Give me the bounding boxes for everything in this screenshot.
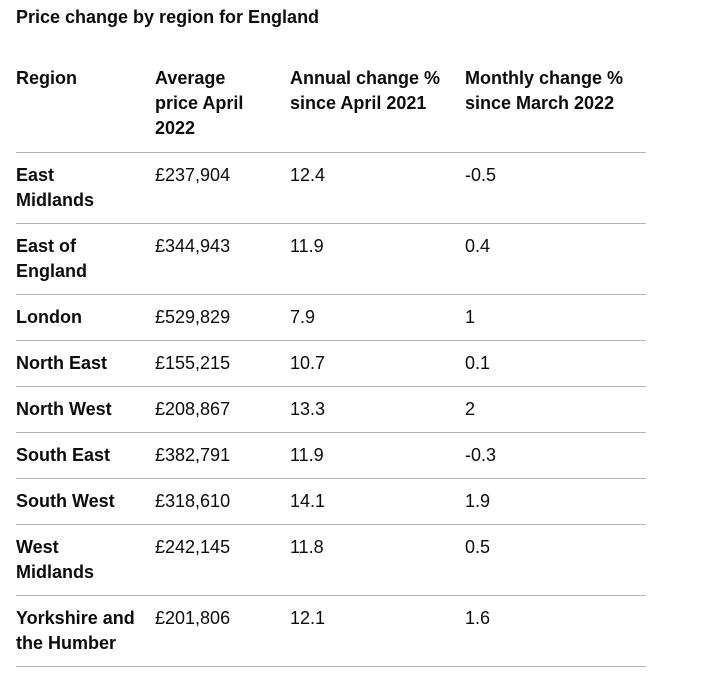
table-row: East of England £344,943 11.9 0.4 [16, 223, 646, 295]
annual-change-cell: 10.7 [290, 340, 465, 387]
annual-change-cell: 7.9 [290, 294, 465, 341]
monthly-change-cell: -0.5 [465, 152, 646, 224]
average-price-cell: £237,904 [155, 152, 290, 224]
monthly-change-cell: 0.4 [465, 223, 646, 295]
monthly-change-cell: 1.6 [465, 595, 646, 667]
average-price-cell: £201,806 [155, 595, 290, 667]
average-price-cell: £242,145 [155, 524, 290, 596]
region-cell: South West [16, 478, 155, 525]
annual-change-cell: 14.1 [290, 478, 465, 525]
monthly-change-cell: 1 [465, 294, 646, 341]
table-row: East Midlands £237,904 12.4 -0.5 [16, 152, 646, 224]
region-cell: East Midlands [16, 152, 155, 224]
header-average-price: Average price April 2022 [155, 66, 290, 153]
table-row: North East £155,215 10.7 0.1 [16, 340, 646, 387]
table-row: South East £382,791 11.9 -0.3 [16, 432, 646, 479]
table-caption: Price change by region for England [16, 7, 320, 27]
average-price-cell: £529,829 [155, 294, 290, 341]
region-cell: Yorkshire and the Humber [16, 595, 155, 667]
region-cell: East of England [16, 223, 155, 295]
annual-change-cell: 11.9 [290, 432, 465, 479]
price-change-section: Price change by region for England Regio… [16, 0, 646, 667]
annual-change-cell: 12.4 [290, 152, 465, 224]
table-row: London £529,829 7.9 1 [16, 294, 646, 341]
header-region: Region [16, 66, 155, 153]
table-row: Yorkshire and the Humber £201,806 12.1 1.6 [16, 595, 646, 667]
average-price-cell: £155,215 [155, 340, 290, 387]
monthly-change-cell: 0.5 [465, 524, 646, 596]
monthly-change-cell: 0.1 [465, 340, 646, 387]
monthly-change-cell: 2 [465, 386, 646, 433]
annual-change-cell: 11.8 [290, 524, 465, 596]
header-annual-change: Annual change % since April 2021 [290, 66, 465, 153]
annual-change-cell: 12.1 [290, 595, 465, 667]
region-cell: North East [16, 340, 155, 387]
header-row: Region Average price April 2022 Annual c… [16, 66, 646, 153]
table-row: West Midlands £242,145 11.8 0.5 [16, 524, 646, 596]
region-cell: West Midlands [16, 524, 155, 596]
table-row: South West £318,610 14.1 1.9 [16, 478, 646, 525]
table-row: North West £208,867 13.3 2 [16, 386, 646, 433]
average-price-cell: £318,610 [155, 478, 290, 525]
region-cell: London [16, 294, 155, 341]
annual-change-cell: 13.3 [290, 386, 465, 433]
average-price-cell: £382,791 [155, 432, 290, 479]
region-cell: North West [16, 386, 155, 433]
average-price-cell: £208,867 [155, 386, 290, 433]
header-monthly-change: Monthly change % since March 2022 [465, 66, 646, 153]
region-cell: South East [16, 432, 155, 479]
price-change-table: Region Average price April 2022 Annual c… [16, 66, 646, 667]
average-price-cell: £344,943 [155, 223, 290, 295]
table-header: Region Average price April 2022 Annual c… [16, 66, 646, 153]
monthly-change-cell: -0.3 [465, 432, 646, 479]
table-body: East Midlands £237,904 12.4 -0.5 East of Eng… [16, 152, 646, 667]
annual-change-cell: 11.9 [290, 223, 465, 295]
monthly-change-cell: 1.9 [465, 478, 646, 525]
